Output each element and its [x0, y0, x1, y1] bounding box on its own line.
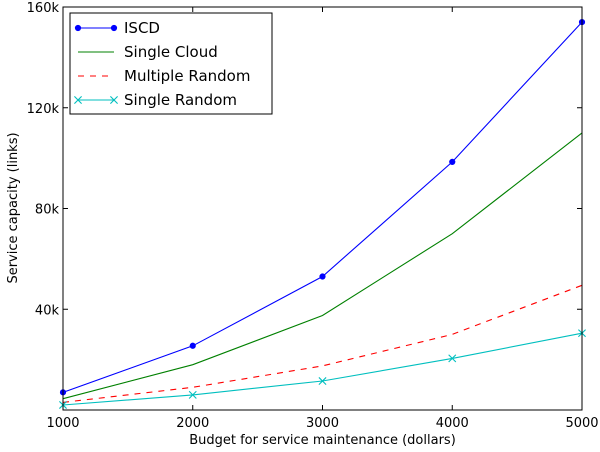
legend-marker-start-3-stroke-b: [74, 96, 82, 104]
legend-item-1: Single Cloud: [78, 43, 218, 61]
x-tick-label-0: 1000: [46, 416, 79, 431]
legend-label-2: Multiple Random: [124, 67, 250, 85]
x-tick-label-2: 3000: [306, 416, 339, 431]
legend-label-3: Single Random: [124, 91, 237, 109]
legend-item-0: ISCD: [74, 19, 160, 37]
legend-marker-end-0: [110, 24, 118, 32]
tick-layer: 1000 2000 3000 4000 5000 40k 80k 120k 160k: [27, 1, 599, 431]
legend-item-3: Single Random: [74, 91, 237, 109]
series-3-point-3-stroke-b: [448, 354, 457, 363]
legend-marker-end-3-stroke-b: [110, 96, 118, 104]
series-0-point-3: [449, 158, 456, 166]
legend-marker-end-3: [110, 96, 118, 104]
x-tick-label-4: 5000: [565, 416, 598, 431]
series-line-1: [62, 132, 583, 400]
series-3-point-3: [448, 354, 457, 363]
x-tick-label-1: 2000: [176, 416, 209, 431]
y-tick-label-2: 120k: [27, 102, 60, 117]
series-line-2: [62, 284, 583, 403]
x-axis-label: Budget for service maintenance (dollars): [189, 433, 456, 448]
legend-marker-start-3: [74, 96, 82, 104]
legend-item-2: Multiple Random: [78, 67, 250, 85]
y-tick-label-1: 80k: [35, 203, 60, 218]
y-tick-label-0: 40k: [35, 303, 60, 318]
legend-frame: [69, 12, 273, 115]
y-tick-label-3: 160k: [27, 1, 60, 16]
series-0-point-2: [319, 273, 326, 280]
legend: ISCD Single Cloud Multiple Random Single Ra…: [69, 12, 273, 115]
series-3-point-2: [318, 377, 327, 386]
series-3-point-1: [188, 390, 197, 399]
x-tick-label-3: 4000: [436, 416, 469, 431]
y-axis-label: Service capacity (links): [6, 132, 21, 283]
series-0-point-1: [189, 342, 196, 349]
series-line-3: [62, 332, 583, 406]
series-3-point-1-stroke-b: [188, 390, 197, 399]
legend-label-0: ISCD: [124, 19, 160, 37]
legend-marker-start-0: [74, 24, 82, 32]
series-layer: [59, 19, 586, 409]
legend-label-1: Single Cloud: [124, 43, 218, 61]
series-3-point-2-stroke-b: [318, 377, 327, 386]
